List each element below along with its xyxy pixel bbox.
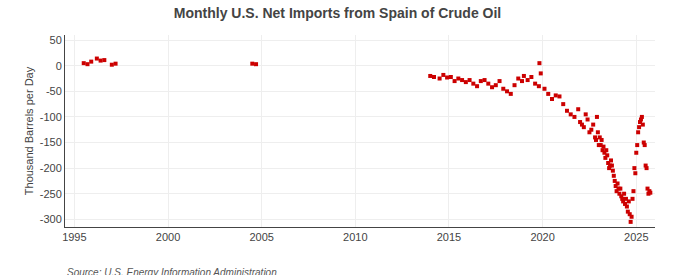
svg-text:2020: 2020 [530,231,554,243]
svg-text:1995: 1995 [62,231,86,243]
svg-text:Monthly U.S. Net Imports from: Monthly U.S. Net Imports from Spain of C… [174,5,501,21]
svg-text:Thousand Barrels per Day: Thousand Barrels per Day [23,66,35,195]
svg-text:2005: 2005 [249,231,273,243]
svg-text:2015: 2015 [437,231,461,243]
svg-text:Source: U.S. Energy Informatio: Source: U.S. Energy Information Administ… [67,267,277,275]
svg-text:-300: -300 [40,213,62,225]
svg-text:-150: -150 [40,136,62,148]
svg-text:50: 50 [50,34,62,46]
svg-text:-50: -50 [46,85,62,97]
svg-text:-200: -200 [40,162,62,174]
svg-text:2025: 2025 [624,231,648,243]
svg-text:2010: 2010 [343,231,367,243]
svg-text:-100: -100 [40,111,62,123]
svg-text:-250: -250 [40,188,62,200]
svg-text:0: 0 [56,60,62,72]
svg-text:2000: 2000 [156,231,180,243]
